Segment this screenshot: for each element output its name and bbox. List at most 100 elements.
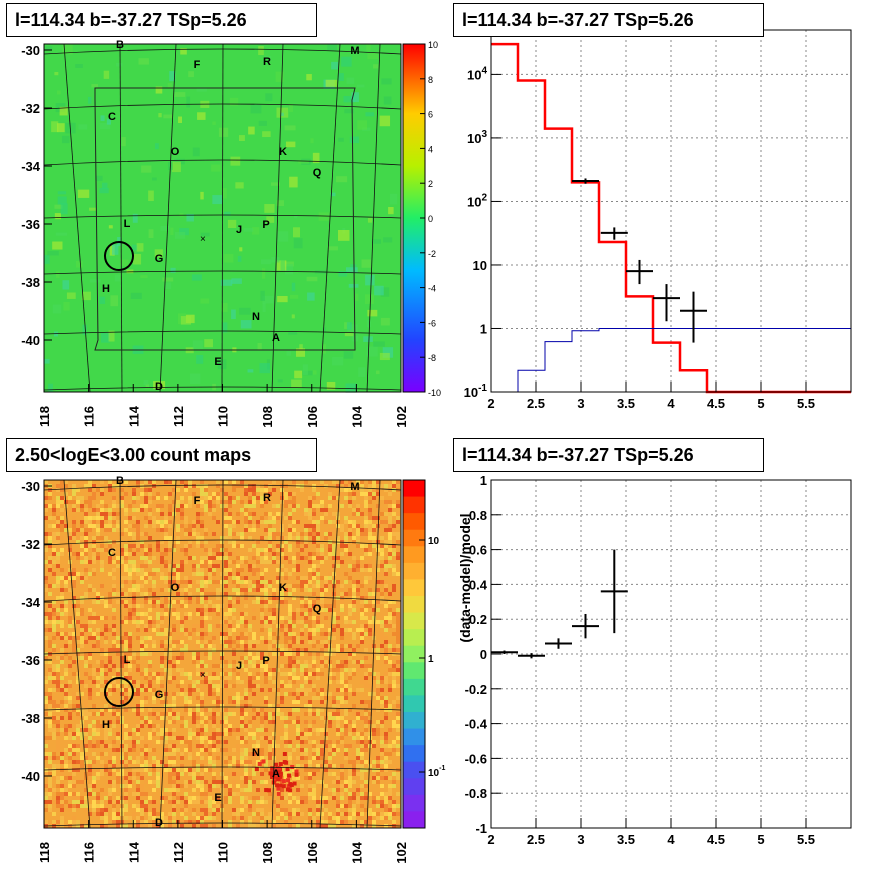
ts-map-pixel xyxy=(56,90,61,95)
count-map-pixel xyxy=(256,488,260,492)
count-map-pixel xyxy=(152,700,156,704)
count-map-pixel xyxy=(356,796,360,800)
count-map-pixel xyxy=(260,772,264,776)
count-map-pixel xyxy=(268,584,272,588)
count-map-pixel xyxy=(148,720,152,724)
count-map-pixel xyxy=(264,656,268,660)
count-map-pixel xyxy=(60,676,64,680)
count-map-pixel xyxy=(304,624,308,628)
count-map-pixel xyxy=(236,532,240,536)
count-map-pixel xyxy=(324,768,328,772)
count-map-pixel xyxy=(328,760,332,764)
ts-map-pixel xyxy=(196,355,204,364)
count-map-pixel xyxy=(208,640,212,644)
count-map-pixel xyxy=(252,708,256,712)
count-map-pixel xyxy=(152,824,156,828)
count-map-pixel xyxy=(112,632,116,636)
count-map-pixel xyxy=(388,620,392,624)
count-map-pixel xyxy=(92,524,96,528)
count-map-pixel xyxy=(224,548,228,552)
count-map-pixel xyxy=(144,736,148,740)
count-map-pixel xyxy=(168,628,172,632)
count-map-pixel xyxy=(120,696,124,700)
count-map-pixel xyxy=(228,504,232,508)
count-map-pixel xyxy=(312,524,316,528)
count-map-pixel xyxy=(240,724,244,728)
count-map-pixel xyxy=(176,600,180,604)
count-map-pixel xyxy=(104,728,108,732)
ts-map-pixel xyxy=(285,141,296,148)
ts-map-pixel xyxy=(330,192,336,197)
count-map-pixel xyxy=(352,728,356,732)
count-map-pixel xyxy=(212,732,216,736)
count-map-pixel xyxy=(392,744,396,748)
count-map-pixel xyxy=(168,632,172,636)
count-map-pixel xyxy=(368,516,372,520)
count-map-pixel xyxy=(268,644,272,648)
count-map-pixel xyxy=(136,780,140,784)
count-map-pixel xyxy=(160,552,164,556)
grid-longitude-line xyxy=(63,479,91,829)
count-map-pixel xyxy=(316,544,320,548)
ts-map-pixel xyxy=(170,227,174,236)
count-map-pixel xyxy=(232,668,236,672)
count-map-pixel xyxy=(180,812,184,816)
count-map-pixel xyxy=(140,564,144,568)
count-map-pixel xyxy=(344,724,348,728)
count-map-pixel xyxy=(164,648,168,652)
count-map-pixel xyxy=(336,668,340,672)
count-map-pixel xyxy=(48,688,52,692)
spectrum-x-tick-label: 5 xyxy=(757,396,764,411)
count-map-pixel xyxy=(296,724,300,728)
count-map-pixel xyxy=(96,776,100,780)
count-map-pixel xyxy=(324,660,328,664)
count-map-pixel xyxy=(148,824,152,828)
count-map-pixel xyxy=(64,704,68,708)
count-map-pixel xyxy=(116,644,120,648)
count-map-pixel xyxy=(148,616,152,620)
count-map-pixel xyxy=(308,796,312,800)
count-map-pixel xyxy=(196,824,200,828)
count-map-pixel xyxy=(264,696,268,700)
count-map-pixel xyxy=(96,536,100,540)
count-map-pixel xyxy=(204,592,208,596)
count-map-pixel xyxy=(380,784,384,788)
count-map-pixel xyxy=(100,800,104,804)
count-map-pixel xyxy=(340,716,344,720)
count-map-pixel xyxy=(212,636,216,640)
count-map-pixel xyxy=(140,748,144,752)
count-map-pixel xyxy=(68,684,72,688)
count-map-pixel xyxy=(224,620,228,624)
ts-map-pixel xyxy=(312,370,317,375)
ts-map-pixel xyxy=(99,296,106,304)
count-map-pixel xyxy=(176,508,180,512)
count-map-pixel xyxy=(108,484,112,488)
count-map-pixel xyxy=(88,500,92,504)
count-map-pixel xyxy=(256,596,260,600)
ts-map-pixel xyxy=(200,298,210,304)
count-map-pixel xyxy=(360,740,364,744)
count-map-pixel xyxy=(208,556,212,560)
count-map-pixel xyxy=(240,756,244,760)
ts-map-pixel xyxy=(220,279,233,286)
source-label-J: J xyxy=(236,224,242,236)
ts-map-pixel xyxy=(284,125,296,131)
count-map-pixel xyxy=(128,612,132,616)
count-map-pixel xyxy=(388,508,392,512)
count-map-pixel xyxy=(236,540,240,544)
count-map-pixel xyxy=(356,592,360,596)
count-map-pixel xyxy=(316,580,320,584)
count-map-pixel xyxy=(364,656,368,660)
count-map-pixel xyxy=(376,732,380,736)
count-map-pixel xyxy=(264,712,268,716)
count-map-pixel xyxy=(300,596,304,600)
count-map-pixel xyxy=(108,516,112,520)
count-map-pixel xyxy=(348,500,352,504)
count-map-pixel xyxy=(92,776,96,780)
count-map-pixel xyxy=(128,656,132,660)
count-map-pixel xyxy=(280,792,284,796)
count-map-pixel xyxy=(352,564,356,568)
count-map-pixel xyxy=(92,668,96,672)
count-map-pixel xyxy=(160,764,164,768)
count-map-pixel xyxy=(352,632,356,636)
